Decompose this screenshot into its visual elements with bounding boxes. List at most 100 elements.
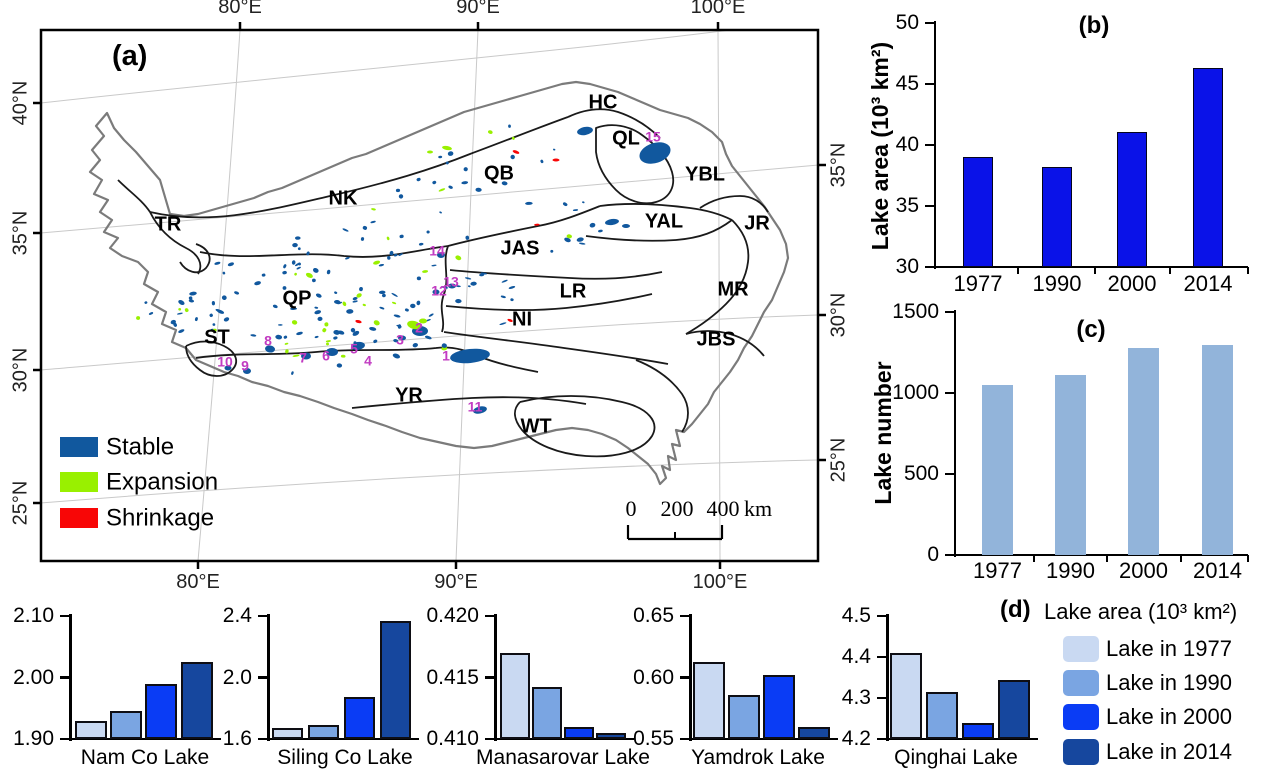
- chart-yamdrok-bar-2000: [763, 675, 795, 739]
- region-label-JR: JR: [744, 212, 770, 234]
- chart-c-x-tick: [1246, 555, 1250, 562]
- chart-c-y-tick-label: 0: [927, 543, 939, 566]
- small-lake: [326, 342, 329, 346]
- small-lake: [508, 286, 516, 289]
- lake-number-15: 15: [645, 129, 661, 145]
- chart-b-y-tick-label: 40: [895, 133, 919, 156]
- lake: [265, 345, 275, 353]
- small-lake: [194, 317, 198, 322]
- small-lake: [392, 353, 401, 359]
- chart-siling-y-tick: [258, 614, 268, 618]
- chart-b-y-tick: [925, 21, 935, 25]
- small-lake: [148, 312, 154, 315]
- small-lake: [334, 299, 341, 305]
- chart-mana-y-tick: [485, 614, 495, 618]
- small-lake: [379, 306, 385, 310]
- small-lake: [455, 255, 462, 261]
- chart-b-y-tick-label: 50: [895, 11, 919, 34]
- scalebar-number: 0: [626, 496, 637, 521]
- small-lake: [412, 343, 418, 348]
- basin-boundary: [685, 330, 765, 357]
- small-lake: [305, 272, 313, 278]
- chart-b-x-tick: [1093, 267, 1097, 274]
- small-lake: [209, 313, 213, 317]
- chart-c-title: (c): [1076, 316, 1106, 343]
- small-lake: [398, 253, 403, 256]
- basin-boundary: [199, 245, 449, 258]
- small-lake: [250, 334, 257, 337]
- small-lake: [272, 304, 278, 309]
- chart-mana-bar-2014: [596, 732, 626, 739]
- chart-b-cat-1977: 1977: [953, 271, 1003, 296]
- small-lake: [275, 334, 283, 340]
- small-lake: [507, 318, 513, 322]
- map-legend-label-shrinkage: Shrinkage: [106, 504, 214, 531]
- basin-boundary: [599, 202, 733, 221]
- chart-b-x-tick: [1246, 267, 1250, 274]
- small-lake: [356, 293, 362, 298]
- region-label-YAL: YAL: [645, 210, 683, 232]
- map-axis-label-top: 80°E: [218, 0, 262, 18]
- chart-nam-bar-2000: [145, 683, 177, 739]
- small-lake: [525, 201, 533, 205]
- lake-number-1: 1: [442, 348, 450, 364]
- chart-b-bar-2000: [1117, 131, 1147, 267]
- small-lake: [373, 320, 380, 326]
- lake-number-14: 14: [429, 243, 445, 259]
- small-lake: [136, 316, 141, 320]
- map-legend-swatch-expansion: [60, 472, 98, 492]
- chart-c-y-tick-label: 500: [903, 462, 939, 485]
- chart-b-y-tick: [925, 143, 935, 147]
- small-lake: [463, 167, 468, 172]
- chart-yamdrok-y-tick-label: 0.55: [633, 727, 674, 750]
- chart-qinghai-y-axis: [885, 614, 889, 741]
- map-axis-label-top: 90°E: [456, 0, 500, 18]
- lake: [432, 289, 440, 295]
- small-lake: [438, 155, 443, 159]
- small-lake: [211, 301, 216, 306]
- map-legend-label-stable: Stable: [106, 433, 174, 460]
- chart-mana-bar-2000: [564, 726, 594, 739]
- small-lake: [562, 202, 568, 207]
- map-legend-label-expansion: Expansion: [106, 468, 218, 495]
- chart-b-cat-2000: 2000: [1107, 271, 1157, 296]
- small-lake: [188, 299, 195, 303]
- region-label-WT: WT: [520, 415, 551, 437]
- chart-nam-bar-1977: [75, 720, 107, 739]
- chart-b-x-tick: [1016, 267, 1020, 274]
- basin-boundary: [443, 331, 669, 365]
- small-lake: [189, 291, 197, 296]
- small-lake: [144, 301, 148, 304]
- chart-c-y-axis: [953, 310, 956, 557]
- small-lake: [333, 329, 340, 335]
- small-lake: [312, 278, 316, 283]
- region-label-JAS: JAS: [501, 237, 540, 259]
- scalebar-number: 200: [661, 496, 694, 521]
- chart-b-ylabel: Lake area (10³ km²): [867, 41, 893, 251]
- region-label-TR: TR: [155, 213, 182, 235]
- chart-c-bar-1977: [982, 384, 1013, 555]
- small-lake: [422, 270, 429, 273]
- chart-siling-bar-2000: [344, 697, 375, 739]
- graticule-line: [197, 31, 241, 560]
- small-lake: [426, 230, 430, 234]
- chart-qinghai-baseline: [887, 738, 1038, 740]
- small-lake: [428, 313, 434, 317]
- small-lake: [355, 319, 362, 324]
- small-lake: [395, 188, 401, 193]
- small-lake: [441, 285, 449, 289]
- small-lake: [170, 319, 176, 325]
- map-axis-label-right: 30°N: [827, 293, 849, 338]
- basin-boundary: [195, 346, 539, 373]
- nam-co-lake: [450, 348, 490, 364]
- chart-qinghai-bar-1977: [890, 652, 922, 739]
- small-lake: [176, 312, 183, 315]
- chart-mana-title: Manasarovar Lake: [476, 746, 650, 769]
- small-lake: [352, 330, 360, 336]
- small-lake: [480, 272, 488, 275]
- chart-siling-baseline: [268, 738, 419, 740]
- small-lake: [445, 161, 449, 165]
- small-lake: [234, 291, 240, 295]
- plateau-outline: [88, 80, 790, 486]
